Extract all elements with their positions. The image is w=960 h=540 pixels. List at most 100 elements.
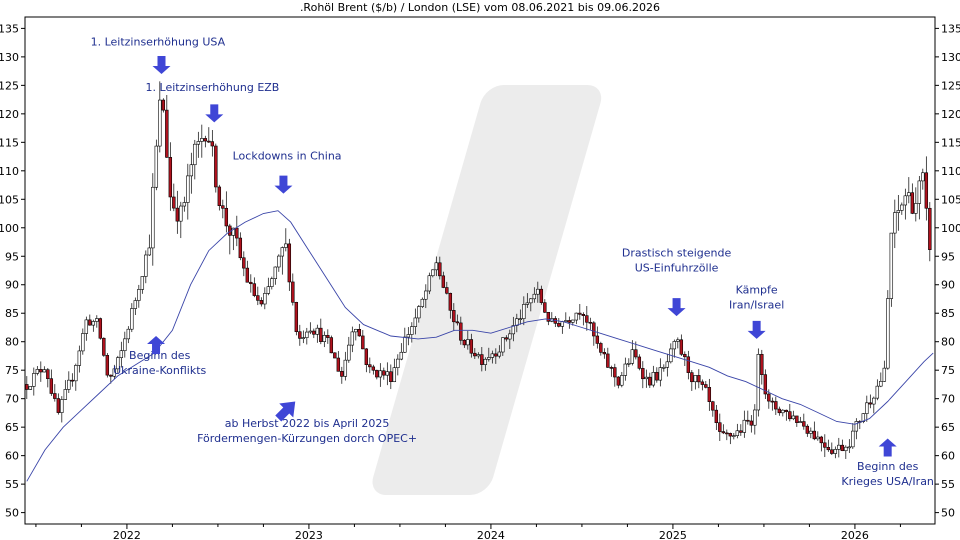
candle-body	[735, 430, 740, 436]
candle-body	[508, 333, 512, 340]
candle-body	[784, 409, 789, 412]
candle-body	[200, 138, 204, 142]
candle-body	[238, 237, 243, 259]
candle-body	[599, 343, 603, 353]
candle-body	[445, 287, 449, 294]
candle-body	[767, 393, 771, 402]
y-tick-label-left: 80	[5, 336, 19, 349]
candle-body	[697, 375, 701, 383]
candle-body	[893, 212, 897, 234]
candle-body	[903, 195, 908, 206]
candle-body	[637, 356, 642, 369]
chart-title: .Rohöl Brent ($/b) / London (LSE) vom 08…	[300, 1, 660, 14]
candle-body	[133, 300, 138, 309]
candle-body	[56, 398, 61, 413]
candle-body	[361, 335, 365, 350]
candle-body	[151, 186, 155, 249]
candle-body	[340, 371, 344, 377]
candle-body	[287, 243, 292, 283]
candle-body	[581, 314, 586, 316]
candle-body	[469, 339, 474, 354]
candle-body	[172, 196, 176, 209]
y-axis-left: 50 55 60 65 70 75 80 85 90 95 100 105 110 115 120 125 13…	[0, 22, 25, 520]
candle-body	[588, 321, 593, 324]
y-tick-label-left: 55	[5, 478, 19, 491]
candle-body	[60, 399, 64, 413]
candle-body	[886, 298, 890, 369]
candle-body	[700, 381, 705, 385]
candle-body	[665, 361, 670, 368]
candle-body	[812, 430, 817, 440]
candle-body	[179, 205, 183, 222]
candle-body	[683, 353, 687, 358]
candle-body	[497, 351, 502, 357]
candle-body	[728, 433, 733, 437]
candle-body	[336, 357, 341, 372]
candle-body	[70, 379, 75, 382]
candle-body	[672, 341, 677, 350]
candle-body	[46, 369, 50, 379]
candle-body	[105, 355, 110, 376]
candle-body	[126, 328, 131, 340]
candle-body	[39, 369, 43, 373]
candle-body	[616, 376, 621, 386]
y-tick-label-right: 65	[941, 421, 955, 434]
y-tick-label-left: 95	[5, 250, 19, 263]
annotation-text: Kämpfe	[736, 283, 778, 296]
candle-body	[158, 99, 162, 147]
candle-body	[259, 300, 264, 305]
candle-body	[662, 366, 666, 369]
candle-body	[245, 267, 250, 283]
annotation-arrow	[152, 55, 171, 74]
candle-body	[95, 318, 99, 322]
candle-body	[774, 401, 778, 410]
candle-body	[634, 349, 638, 358]
annotation-text: Krieges USA/Iran	[841, 475, 934, 488]
candle-body	[231, 227, 236, 236]
candle-body	[357, 328, 362, 337]
candle-body	[536, 288, 540, 295]
candle-body	[147, 247, 152, 256]
candle-body	[385, 371, 390, 376]
candle-body	[294, 301, 299, 332]
x-tick-label: 2025	[659, 529, 687, 540]
candle-body	[406, 334, 411, 338]
candle-body	[928, 207, 932, 250]
candle-body	[347, 344, 351, 361]
candle-body	[284, 243, 288, 248]
candle-body	[312, 330, 316, 335]
y-tick-label-left: 100	[0, 222, 19, 235]
candle-body	[522, 304, 526, 319]
candle-body	[389, 371, 393, 383]
candle-body	[210, 141, 215, 147]
candle-body	[35, 369, 40, 374]
candle-body	[102, 337, 106, 356]
candle-body	[273, 266, 278, 279]
candle-body	[431, 269, 435, 277]
candle-body	[763, 374, 768, 395]
candle-body	[322, 335, 327, 342]
candle-body	[613, 367, 617, 378]
candle-body	[67, 379, 71, 390]
candle-body	[868, 402, 873, 405]
candle-body	[816, 436, 820, 440]
annotation-arrow	[878, 438, 897, 457]
annotation-text: Fördermengen-Kürzungen dorch OPEC+	[197, 432, 417, 445]
candle-body	[830, 449, 834, 454]
candle-body	[686, 356, 691, 373]
candle-body	[333, 352, 337, 359]
y-tick-label-right: 60	[941, 450, 955, 463]
candle-body	[193, 143, 197, 166]
candle-body	[154, 145, 159, 188]
candle-body	[207, 140, 211, 143]
candle-body	[844, 446, 848, 452]
candle-body	[130, 308, 134, 330]
plot-frame	[24, 16, 936, 525]
candle-body	[403, 336, 407, 353]
candle-body	[693, 375, 698, 383]
candle-body	[25, 384, 29, 390]
candle-body	[382, 370, 386, 376]
candle-body	[756, 354, 761, 411]
x-tick-label: 2026	[841, 529, 869, 540]
y-tick-label-right: 130	[941, 51, 960, 64]
